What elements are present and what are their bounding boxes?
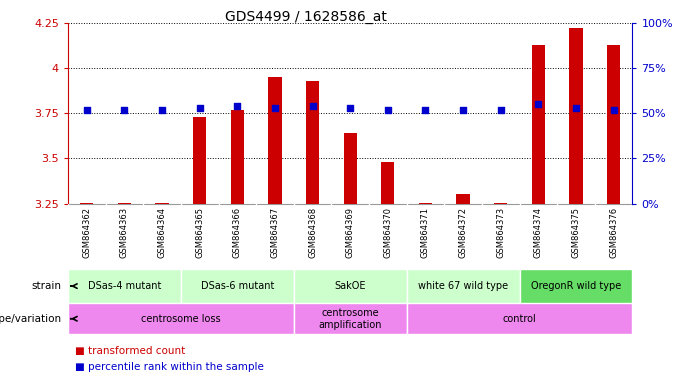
Bar (407, 303, 632, 334)
Text: GSM864369: GSM864369 (345, 207, 355, 258)
Text: GSM864375: GSM864375 (571, 207, 581, 258)
Point (156, 107, 167, 113)
Bar (607, 45, 620, 204)
Point (533, 101, 544, 107)
Point (345, 105, 356, 111)
Bar (231, 110, 244, 204)
Bar (419, 203, 432, 204)
Point (269, 105, 280, 111)
Text: GSM864368: GSM864368 (308, 207, 317, 258)
Bar (294, 269, 407, 303)
Bar (193, 117, 206, 204)
Bar (520, 269, 632, 303)
Bar (456, 195, 470, 204)
Bar (343, 133, 357, 204)
Point (571, 105, 581, 111)
Bar (269, 77, 282, 204)
Text: OregonR wild type: OregonR wild type (531, 281, 621, 291)
Bar (294, 303, 407, 334)
Bar (181, 269, 294, 303)
Text: genotype/variation: genotype/variation (0, 314, 61, 324)
Bar (532, 45, 545, 204)
Text: GSM864374: GSM864374 (534, 207, 543, 258)
Point (608, 107, 619, 113)
Bar (407, 269, 520, 303)
Bar (118, 203, 131, 204)
Text: GSM864373: GSM864373 (496, 207, 505, 258)
Point (307, 103, 318, 109)
Point (232, 103, 243, 109)
Text: GSM864370: GSM864370 (384, 207, 392, 258)
Point (82, 107, 92, 113)
Point (420, 107, 431, 113)
Point (119, 107, 130, 113)
Bar (494, 203, 507, 204)
Text: GSM864367: GSM864367 (271, 207, 279, 258)
Text: GSM864366: GSM864366 (233, 207, 242, 258)
Bar (156, 203, 169, 204)
Point (382, 107, 393, 113)
Text: ■ percentile rank within the sample: ■ percentile rank within the sample (75, 362, 264, 372)
Bar (306, 81, 319, 204)
Text: ■ transformed count: ■ transformed count (75, 346, 185, 356)
Text: DSas-4 mutant: DSas-4 mutant (88, 281, 161, 291)
Text: centrosome loss: centrosome loss (141, 314, 221, 324)
Text: GSM864364: GSM864364 (158, 207, 167, 258)
Text: white 67 wild type: white 67 wild type (418, 281, 508, 291)
Bar (68, 303, 294, 334)
Text: GSM864372: GSM864372 (458, 207, 468, 258)
Text: GSM864362: GSM864362 (82, 207, 91, 258)
Point (495, 107, 506, 113)
Text: GSM864365: GSM864365 (195, 207, 204, 258)
Bar (569, 28, 583, 204)
Bar (68, 269, 181, 303)
Point (458, 107, 469, 113)
Bar (80, 203, 93, 204)
Text: centrosome
amplification: centrosome amplification (318, 308, 382, 329)
Text: GSM864371: GSM864371 (421, 207, 430, 258)
Bar (381, 162, 394, 204)
Text: strain: strain (31, 281, 61, 291)
Text: GSM864376: GSM864376 (609, 207, 618, 258)
Point (194, 105, 205, 111)
Text: SakOE: SakOE (335, 281, 366, 291)
Text: GSM864363: GSM864363 (120, 207, 129, 258)
Text: DSas-6 mutant: DSas-6 mutant (201, 281, 274, 291)
Text: GDS4499 / 1628586_at: GDS4499 / 1628586_at (225, 10, 387, 23)
Text: control: control (503, 314, 537, 324)
